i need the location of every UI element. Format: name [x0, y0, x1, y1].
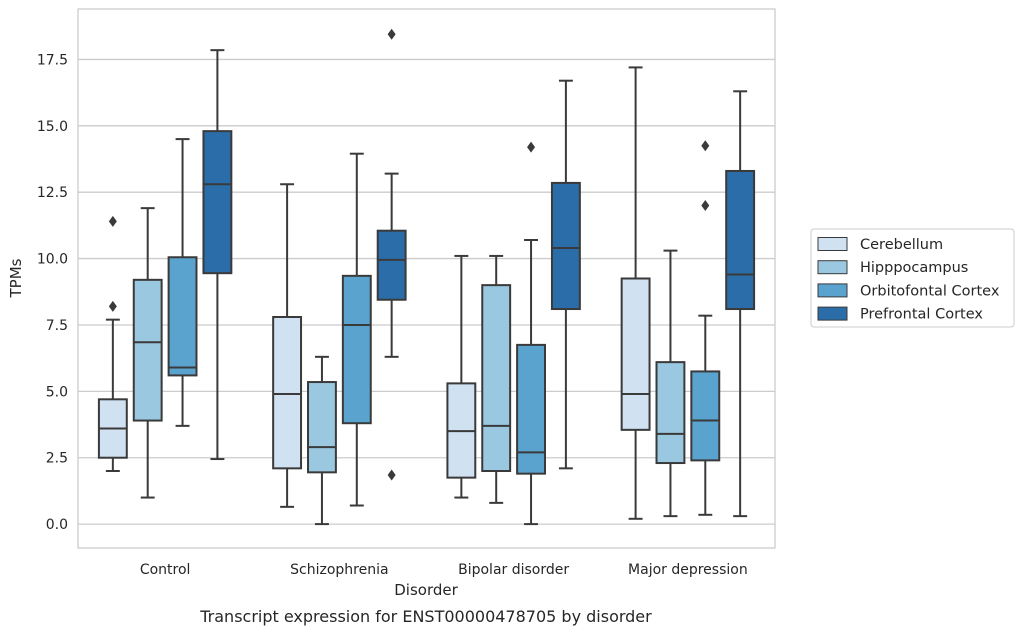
box-iqr [341, 274, 372, 425]
legend-swatch [817, 306, 848, 321]
outlier-point [108, 300, 117, 312]
box-orbitofontal-cortex [167, 138, 198, 427]
box-iqr [655, 361, 686, 465]
box-iqr [376, 229, 407, 301]
box-prefrontal-cortex [550, 79, 581, 470]
box-iqr [307, 381, 337, 474]
legend-frame [810, 228, 1015, 328]
y-tick-label: 0.0 [46, 517, 68, 533]
box-iqr [690, 370, 721, 462]
y-tick-label: 15.0 [37, 119, 68, 135]
legend-swatch [817, 260, 848, 275]
legend-label: Cerebellum [860, 237, 943, 253]
plot-frame [77, 8, 776, 549]
outlier-point [701, 199, 710, 211]
box-cerebellum [97, 215, 128, 472]
figure-caption: Transcript expression for ENST0000047870… [199, 607, 652, 626]
box-orbitofontal-cortex [341, 152, 372, 507]
boxes [97, 28, 756, 526]
box-iqr [620, 277, 651, 431]
x-tick-label: Major depression [628, 562, 748, 578]
box-orbitofontal-cortex [516, 141, 546, 526]
box-iqr [272, 316, 303, 470]
y-tick-label: 10.0 [37, 252, 68, 268]
box-cerebellum [272, 183, 303, 508]
box-iqr [202, 130, 233, 275]
outlier-point [701, 140, 710, 152]
legend: Cerebellum Hipppocampus Orbitofontal Corte… [810, 228, 1015, 328]
legend-label: Orbitofontal Cortex [860, 283, 1000, 299]
box-prefrontal-cortex [725, 90, 756, 518]
x-tick-label: Bipolar disorder [458, 562, 569, 578]
box-prefrontal-cortex [376, 28, 407, 481]
x-tick-label: Schizophrenia [290, 562, 388, 578]
box-prefrontal-cortex [202, 49, 233, 461]
box-cerebellum [620, 66, 651, 520]
legend-label: Prefrontal Cortex [860, 307, 983, 323]
box-iqr [132, 278, 163, 422]
x-tick-labels: Control Schizophrenia Bipolar disorder Majo… [140, 562, 748, 578]
outlier-point [387, 28, 396, 40]
box-cerebellum [446, 254, 477, 499]
y-tick-label: 7.5 [46, 318, 68, 334]
box-iqr [725, 169, 756, 311]
y-tick-label: 17.5 [37, 52, 68, 68]
box-iqr [167, 256, 198, 377]
box-iqr [550, 181, 581, 311]
x-axis-label: Disorder [394, 581, 458, 599]
outlier-point [108, 215, 117, 227]
legend-swatch [817, 283, 848, 298]
legend-swatch [817, 237, 848, 251]
x-tick-label: Control [140, 562, 191, 578]
y-tick-labels: 0.0 2.5 5.0 7.5 10.0 12.5 15.0 17.5 [37, 52, 68, 533]
y-axis-label: TPMs [7, 258, 25, 298]
y-tick-label: 12.5 [37, 185, 68, 201]
box-hipppocampus [307, 355, 337, 526]
y-tick-label: 5.0 [46, 384, 68, 400]
box-iqr [481, 284, 512, 473]
box-orbitofontal-cortex [690, 140, 721, 516]
box-hipppocampus [132, 207, 163, 499]
box-hipppocampus [655, 249, 686, 518]
y-tick-label: 2.5 [46, 451, 68, 467]
outlier-point [387, 469, 396, 481]
outlier-point [527, 141, 536, 153]
box-hipppocampus [481, 254, 512, 504]
box-iqr [516, 343, 546, 475]
legend-label: Hipppocampus [860, 260, 968, 276]
